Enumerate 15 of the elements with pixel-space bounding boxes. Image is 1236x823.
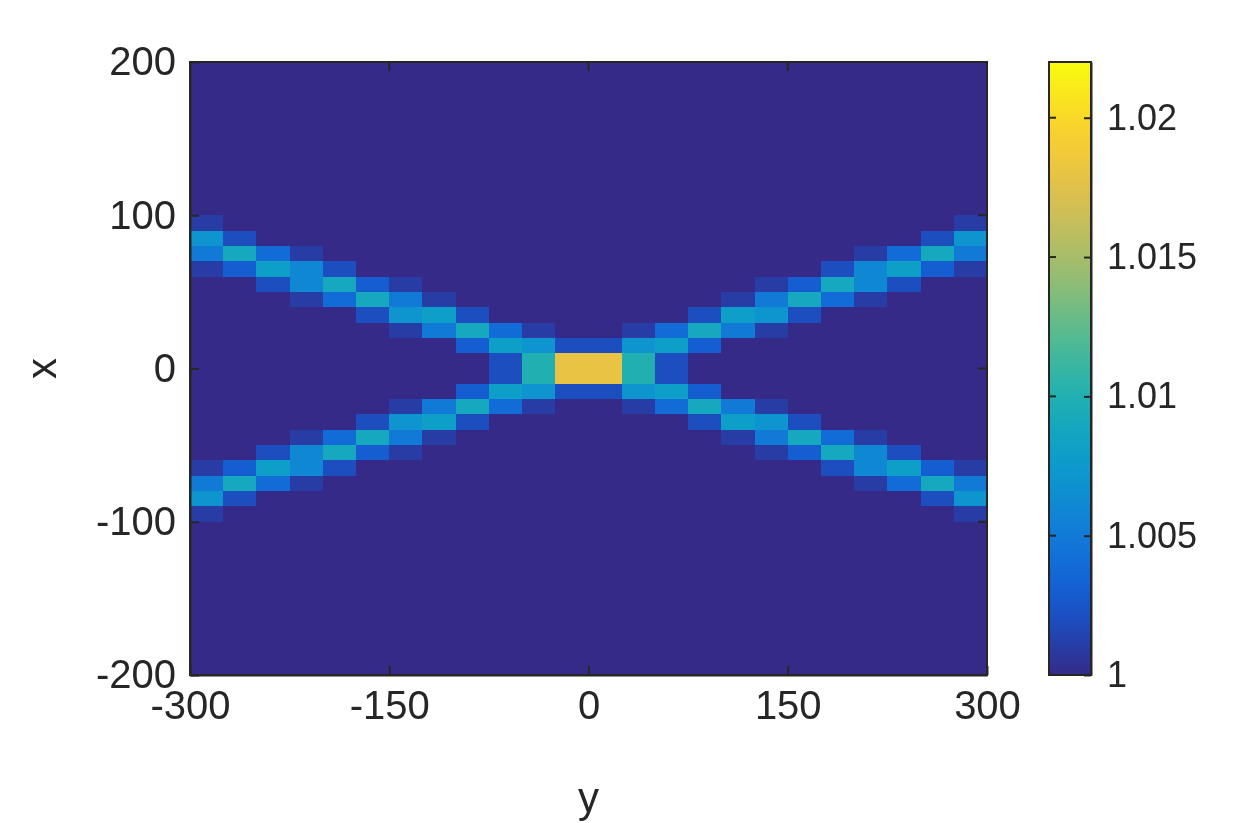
x-tick-label: 0 <box>577 683 601 728</box>
y-tick-label: 200 <box>109 39 176 84</box>
color-bar-label: 1 <box>1107 654 1128 696</box>
y-tick-label: 0 <box>153 345 176 390</box>
x-tick-label: 150 <box>754 683 822 728</box>
x-axis-title: y <box>578 774 599 821</box>
y-axis-title: x <box>18 358 65 379</box>
color-bar-label: 1.02 <box>1107 96 1178 138</box>
color-bar-label: 1.01 <box>1107 375 1178 417</box>
y-tick-label: 100 <box>109 192 176 237</box>
color-bar-label: 1.005 <box>1107 514 1198 556</box>
color-bar-label: 1.015 <box>1107 236 1198 278</box>
y-tick-label: -100 <box>95 499 176 544</box>
x-tick-label: -150 <box>349 683 430 728</box>
x-tick-label: 300 <box>954 683 1021 728</box>
